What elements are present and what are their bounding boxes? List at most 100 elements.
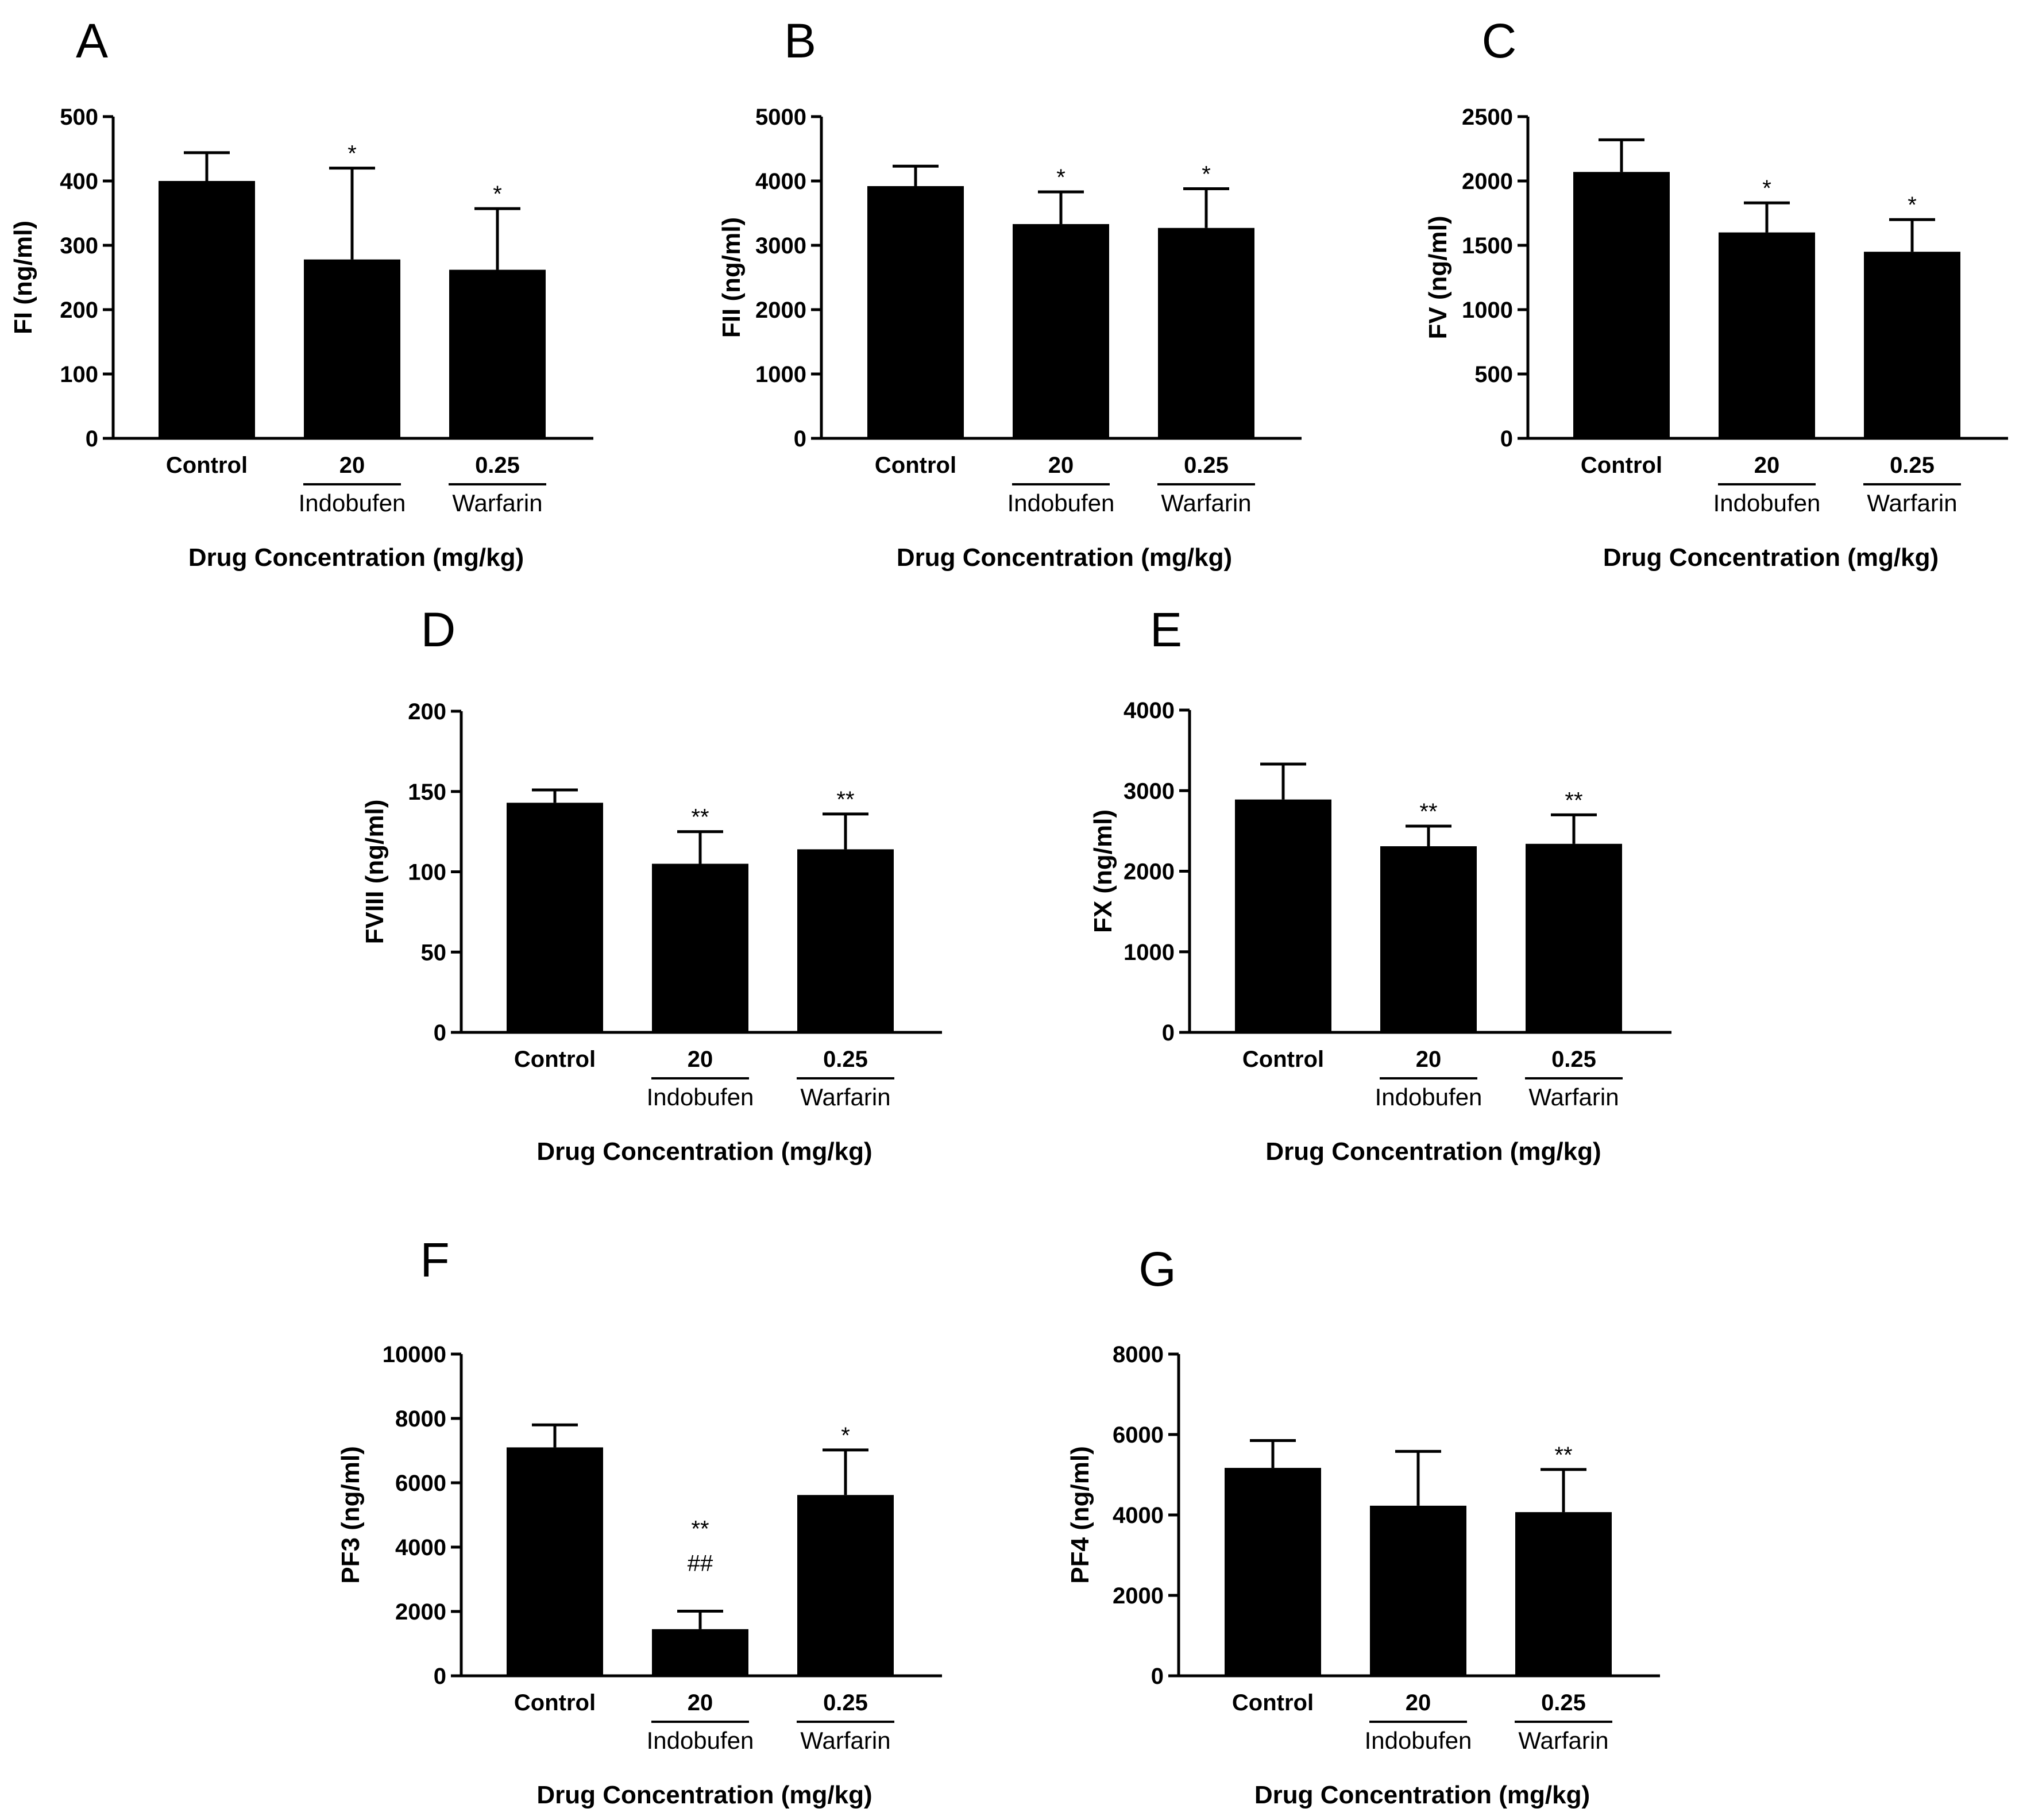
panel-d-ytick-label: 50 — [421, 940, 447, 965]
panel-b-category-0: Control — [875, 453, 956, 478]
panel-c-significance-2: * — [1908, 192, 1917, 218]
panel-d-category-2: 0.25 — [823, 1047, 868, 1072]
panel-a-letter: A — [76, 14, 108, 68]
panel-a-significance-2: * — [493, 182, 502, 207]
panel-b-bar-1 — [1013, 224, 1109, 438]
panel-b-bar-0 — [867, 186, 964, 438]
panel-c-category-1: 20 — [1754, 453, 1780, 478]
panel-b-category-2: 0.25 — [1184, 453, 1229, 478]
panel-d-group-label-2: Warfarin — [800, 1083, 890, 1110]
panel-f-letter: F — [420, 1233, 449, 1287]
panel-b: B 0 1000 2000 3000 4000 5000 FII (ng/ml) Control… — [717, 14, 1302, 572]
panel-e-significance-2: ** — [1565, 788, 1582, 813]
panel-f-ytick-label: 0 — [434, 1664, 446, 1689]
panel-f-category-1: 20 — [688, 1690, 713, 1715]
panel-b-ytick-label: 1000 — [755, 362, 806, 387]
panel-a-significance-1: * — [348, 141, 357, 167]
panel-g-category-0: Control — [1232, 1690, 1314, 1715]
panel-d: D 0 50 100 150 200 FVIII (ng/ml) Control ** 20 Ind… — [361, 603, 942, 1166]
panel-e-significance-1: ** — [1419, 799, 1437, 824]
panel-g-ytick-label: 4000 — [1113, 1503, 1164, 1528]
panel-e-bar-1 — [1380, 846, 1477, 1032]
panel-e-category-1: 20 — [1416, 1047, 1442, 1072]
panel-g-category-2: 0.25 — [1541, 1690, 1586, 1715]
panel-e-ytick-label: 0 — [1162, 1020, 1175, 1046]
panel-c-group-label-2: Warfarin — [1867, 489, 1957, 516]
panel-a-group-label-1: Indobufen — [299, 489, 406, 516]
panel-c-letter: C — [1482, 14, 1517, 68]
panel-e-group-label-2: Warfarin — [1528, 1083, 1619, 1110]
panel-g-xlabel: Drug Concentration (mg/kg) — [1254, 1781, 1590, 1809]
panel-g-group-label-1: Indobufen — [1365, 1727, 1472, 1754]
panel-c-ylabel: FV (ng/ml) — [1424, 215, 1452, 339]
panel-c-ytick-label: 2500 — [1462, 105, 1513, 130]
panel-b-category-1: 20 — [1048, 453, 1074, 478]
panel-f-group-label-1: Indobufen — [647, 1727, 754, 1754]
panel-a-bar-1 — [304, 259, 400, 438]
panel-d-category-0: Control — [514, 1047, 596, 1072]
panel-d-significance-1: ** — [691, 805, 709, 830]
panel-g-ytick-label: 8000 — [1113, 1342, 1164, 1367]
panel-f-ytick-label: 6000 — [395, 1471, 446, 1496]
panel-g-group-label-2: Warfarin — [1518, 1727, 1608, 1754]
panel-e-category-2: 0.25 — [1551, 1047, 1596, 1072]
panel-g-bar-0 — [1225, 1468, 1321, 1676]
panel-e-xlabel: Drug Concentration (mg/kg) — [1265, 1138, 1601, 1166]
panel-a-ytick-label: 300 — [60, 233, 98, 259]
panel-b-ytick-label: 2000 — [755, 298, 806, 323]
panel-g-ylabel: PF4 (ng/ml) — [1066, 1446, 1094, 1584]
panel-b-ytick-label: 4000 — [755, 169, 806, 194]
panel-c-ytick-label: 500 — [1474, 362, 1513, 387]
panel-d-significance-2: ** — [836, 787, 854, 812]
panel-e-bar-2 — [1526, 843, 1622, 1032]
panel-b-significance-1: * — [1056, 165, 1065, 190]
panel-c-ytick-label: 1000 — [1462, 298, 1513, 323]
panel-e: E 0 1000 2000 3000 4000 FX (ng/ml) Control ** 20 I… — [1089, 603, 1671, 1166]
panel-a-ylabel: FI (ng/ml) — [9, 221, 37, 334]
panel-a-category-0: Control — [166, 453, 248, 478]
panel-g: G 0 2000 4000 6000 8000 PF4 (ng/ml) Control 20 In… — [1066, 1242, 1660, 1809]
panel-g-bar-2 — [1515, 1512, 1612, 1676]
panel-g-ytick-label: 0 — [1151, 1664, 1164, 1689]
panel-g-bar-1 — [1370, 1505, 1466, 1676]
panel-b-ylabel: FII (ng/ml) — [717, 217, 746, 338]
panel-e-ytick-label: 1000 — [1124, 940, 1175, 965]
panel-b-ytick-label: 3000 — [755, 233, 806, 259]
panel-d-bar-2 — [797, 849, 894, 1032]
panel-a-category-1: 20 — [339, 453, 365, 478]
panel-e-ytick-label: 3000 — [1124, 778, 1175, 804]
panel-a-ytick-label: 0 — [86, 426, 98, 452]
panel-f-significance-hash-1: ## — [688, 1551, 713, 1576]
panel-a-ytick-label: 200 — [60, 298, 98, 323]
panel-e-ytick-label: 4000 — [1124, 698, 1175, 723]
panel-b-significance-2: * — [1202, 161, 1211, 187]
panel-c-bar-0 — [1573, 172, 1670, 438]
panel-c-category-0: Control — [1581, 453, 1662, 478]
panel-d-ylabel: FVIII (ng/ml) — [361, 800, 389, 944]
panel-d-bar-1 — [652, 863, 748, 1032]
panel-c-ytick-label: 1500 — [1462, 233, 1513, 259]
panel-f-bar-0 — [507, 1447, 603, 1676]
panel-f-significance-2: * — [841, 1423, 850, 1448]
panel-g-ytick-label: 2000 — [1113, 1583, 1164, 1609]
panel-a-category-2: 0.25 — [475, 453, 520, 478]
panel-d-ytick-label: 0 — [434, 1020, 446, 1046]
panel-c-bar-2 — [1864, 252, 1960, 438]
panel-c-significance-1: * — [1762, 176, 1771, 201]
panel-e-group-label-1: Indobufen — [1375, 1083, 1482, 1110]
panel-f: F 0 2000 4000 6000 8000 10000 PF3 (ng/ml) Contro… — [337, 1233, 942, 1809]
panel-b-group-label-2: Warfarin — [1161, 489, 1251, 516]
panel-c: C 0 500 1000 1500 2000 2500 FV (ng/ml) Control * 2… — [1424, 14, 2008, 572]
panel-f-significance-top-1: ** — [691, 1516, 709, 1541]
panel-c-ytick-label: 0 — [1500, 426, 1513, 452]
panel-a-xlabel: Drug Concentration (mg/kg) — [188, 543, 524, 572]
panel-b-ytick-label: 5000 — [755, 105, 806, 130]
panel-d-ytick-label: 150 — [408, 780, 446, 805]
panel-f-category-0: Control — [514, 1690, 596, 1715]
panel-f-ytick-label: 10000 — [383, 1342, 446, 1367]
panel-a-bar-0 — [159, 181, 255, 438]
panel-f-ytick-label: 2000 — [395, 1599, 446, 1625]
panel-d-ytick-label: 100 — [408, 860, 446, 885]
panel-d-group-label-1: Indobufen — [647, 1083, 754, 1110]
panel-f-ylabel: PF3 (ng/ml) — [337, 1446, 365, 1584]
